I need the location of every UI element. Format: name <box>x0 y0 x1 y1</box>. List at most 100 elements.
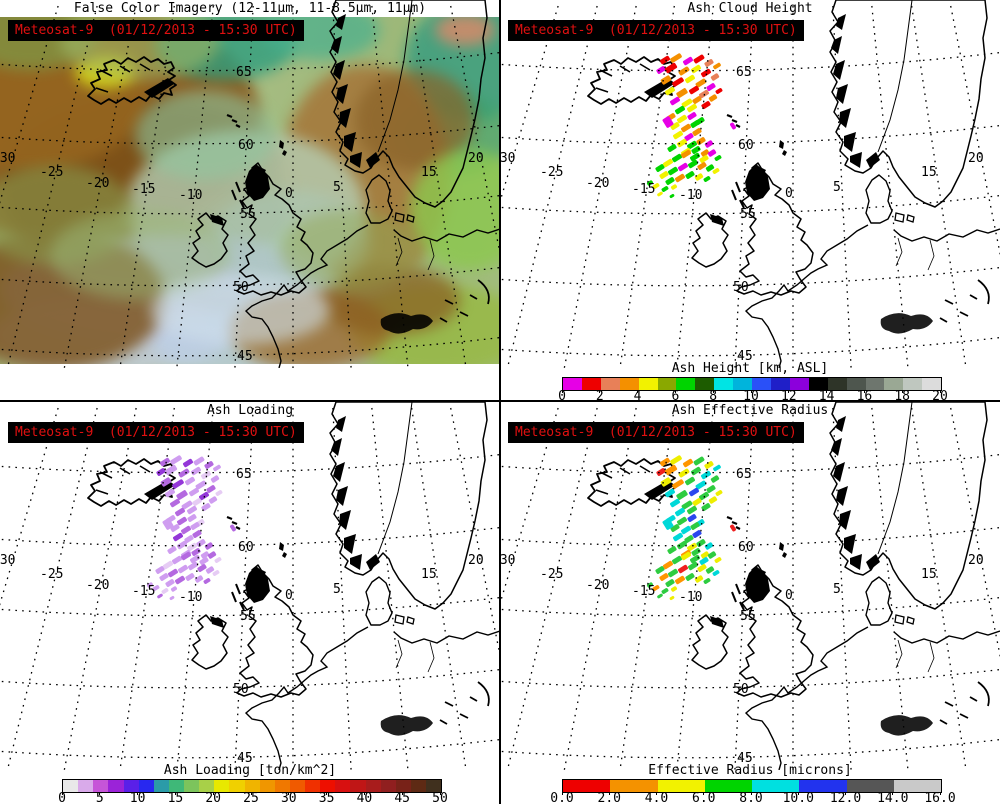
ash-plume-pixel <box>667 144 677 152</box>
colorbar-segment <box>752 378 771 390</box>
longitude-label: 20 <box>968 151 984 166</box>
ash-plume-pixel <box>665 488 675 498</box>
ash-plume-pixel <box>730 524 736 532</box>
ash-plume-pixel <box>670 498 680 508</box>
ash-plume-pixel <box>707 551 717 559</box>
ash-plume-pixel <box>692 128 702 136</box>
longitude-label: -15 <box>132 182 155 197</box>
ash-plume-pixel <box>170 586 178 592</box>
colorbar-tickmark <box>363 792 365 795</box>
colorbar-tick-label: 40 <box>356 791 373 804</box>
colorbar-tickmark <box>797 792 799 795</box>
hebrides <box>235 181 241 193</box>
ash-plume-pixel <box>162 518 174 530</box>
colorbar-segment <box>184 780 200 792</box>
norway-relief-hatch <box>836 14 846 30</box>
latitude-label: 45 <box>737 349 753 364</box>
ash-plume-pixel <box>678 66 690 76</box>
ash-plume-pixel <box>191 466 201 476</box>
norway-relief-hatch <box>331 438 342 456</box>
ash-plume-pixel <box>659 573 669 581</box>
ash-plume-pixel <box>687 112 697 120</box>
ash-plume-pixel <box>668 166 678 176</box>
baltic-coast <box>893 228 1000 242</box>
latitude-label: 65 <box>736 65 752 80</box>
colorbar-tick-label: 4.0 <box>644 791 669 804</box>
ash-plume-pixel <box>665 86 675 96</box>
ash-plume-pixel <box>203 578 211 584</box>
ash-plume-pixel <box>687 542 697 552</box>
ash-plume-pixel <box>696 539 706 547</box>
ash-plume-pixel <box>188 561 198 571</box>
orkney-islands <box>760 570 766 576</box>
colorbar-ash-radius <box>562 779 942 793</box>
ash-plume-pixel <box>675 507 685 517</box>
relief-hatch <box>439 719 448 725</box>
river <box>395 639 403 669</box>
norway-relief-hatch <box>850 152 862 168</box>
ash-plume-pixel <box>715 490 723 496</box>
ash-plume-pixel <box>175 507 185 517</box>
river <box>895 237 903 267</box>
ash-plume-pixel <box>677 114 687 124</box>
meridian-line <box>450 5 500 257</box>
colorbar-tickmark <box>326 792 328 795</box>
longitude-label: -10 <box>179 590 202 605</box>
ash-plume-pixel <box>192 530 202 538</box>
ash-plume-pixel <box>676 490 688 500</box>
longitude-label: -15 <box>632 182 655 197</box>
panel-title-ash-loading: Ash Loading <box>206 403 294 418</box>
ash-plume-pixel <box>712 570 720 576</box>
ash-plume-pixel <box>664 62 678 74</box>
colorbar-segment <box>563 378 582 390</box>
ash-plume-pixel <box>178 564 188 574</box>
colorbar-tickmark <box>826 390 828 393</box>
latitude-label: 60 <box>738 138 754 153</box>
ash-plume-pixel <box>704 461 714 469</box>
ash-plume-pixel <box>167 546 177 554</box>
meridian-line <box>563 5 637 368</box>
ash-plume-pixel <box>661 186 669 192</box>
relief-hatch <box>99 69 113 77</box>
ash-plume-pixel <box>688 561 698 571</box>
ash-plume-pixel <box>170 498 180 508</box>
faroe-islands <box>226 113 233 119</box>
ash-plume-pixel <box>681 98 693 108</box>
longitude-label: -10 <box>679 590 702 605</box>
colorbar-segment <box>775 780 800 792</box>
longitude-label: 5 <box>333 180 341 195</box>
colorbar-tick-label: 10.0 <box>782 791 814 804</box>
colorbar-tickmark <box>99 792 101 795</box>
colorbar-segment <box>426 780 442 792</box>
panel-divider-horizontal <box>0 400 1000 402</box>
ash-plume-pixel <box>215 490 223 496</box>
graticule <box>0 407 500 770</box>
ash-plume-pixel <box>710 73 720 81</box>
relief-hatch <box>95 489 109 495</box>
colorbar-segment <box>657 780 682 792</box>
colorbar-segment <box>695 378 715 390</box>
ash-plume-pixel <box>684 133 694 141</box>
longitude-label: -20 <box>586 578 609 593</box>
ash-plume-pixel <box>694 173 704 181</box>
ash-plume-pixel <box>700 551 710 559</box>
ash-plume-pixel <box>670 586 678 592</box>
norway-relief-hatch <box>336 14 346 30</box>
longitude-label: 0 <box>285 588 293 603</box>
faroe-islands <box>235 124 241 128</box>
ash-plume-pixel <box>677 138 687 148</box>
ash-plume-pixel <box>681 525 691 535</box>
colorbar-tick-label: 12 <box>780 389 797 401</box>
ash-plume-pixel <box>681 551 691 561</box>
satellite-timestamp-label: Meteosat-9 (01/12/2013 - 15:30 UTC) <box>508 20 804 41</box>
colorbar-segment <box>108 780 124 792</box>
ash-plume-pixel <box>696 137 706 145</box>
colorbar-segment <box>78 780 94 792</box>
latitude-label: 55 <box>740 207 756 222</box>
colorbar-tickmark <box>863 390 865 393</box>
colorbar-tickmark <box>845 792 846 795</box>
panel-false-color: False Color Imagery (12-11µm, 11-8.5µm, … <box>0 0 500 400</box>
latitude-label: 50 <box>233 280 249 295</box>
ash-plume-pixel <box>670 53 682 63</box>
colorbar-segment <box>199 780 215 792</box>
